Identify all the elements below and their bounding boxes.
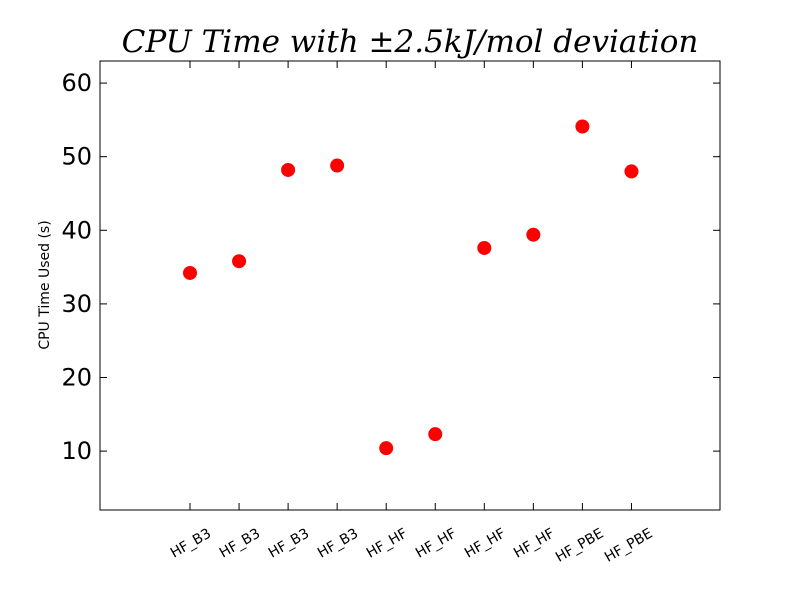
data-point bbox=[281, 162, 296, 177]
data-point bbox=[575, 119, 590, 134]
y-tick-label: 50 bbox=[61, 143, 92, 171]
y-tick-label: 30 bbox=[61, 290, 92, 318]
data-point bbox=[183, 265, 197, 280]
data-point bbox=[526, 227, 541, 242]
axes-frame bbox=[99, 60, 721, 511]
data-point bbox=[330, 158, 345, 173]
y-tick-label: 60 bbox=[61, 69, 92, 97]
chart-title: CPU Time with ±2.5kJ/mol deviation bbox=[122, 24, 699, 60]
data-point bbox=[477, 240, 492, 255]
data-point bbox=[379, 441, 394, 456]
data-point bbox=[624, 164, 639, 179]
y-tick-label: 40 bbox=[61, 216, 92, 244]
y-axis-label: CPU Time Used (s) bbox=[37, 220, 53, 349]
y-tick-label: 10 bbox=[61, 437, 92, 465]
data-point bbox=[232, 254, 247, 269]
y-tick-label: 20 bbox=[61, 364, 92, 392]
data-point bbox=[428, 427, 443, 442]
